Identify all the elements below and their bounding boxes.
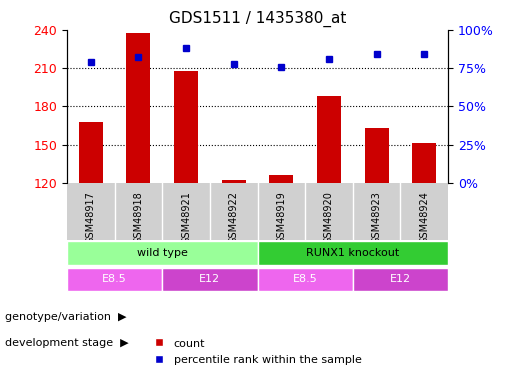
Text: E12: E12 [390,274,411,284]
Text: E8.5: E8.5 [102,274,127,284]
Text: GSM48921: GSM48921 [181,191,191,244]
Bar [174,71,198,183]
FancyBboxPatch shape [67,242,258,265]
Bar [269,175,293,183]
FancyBboxPatch shape [162,268,258,291]
Text: GSM48918: GSM48918 [133,191,143,244]
Bar [79,122,102,183]
Text: GSM48923: GSM48923 [372,191,382,244]
Bar [317,96,341,183]
Text: GSM48920: GSM48920 [324,191,334,244]
Bar [222,180,246,183]
FancyBboxPatch shape [353,268,448,291]
Bar [413,143,436,183]
Text: wild type: wild type [137,248,187,258]
Legend: count, percentile rank within the sample: count, percentile rank within the sample [149,333,366,369]
Text: E12: E12 [199,274,220,284]
Text: development stage  ▶: development stage ▶ [5,338,129,348]
Text: RUNX1 knockout: RUNX1 knockout [306,248,400,258]
FancyBboxPatch shape [258,268,353,291]
Bar [127,33,150,183]
Bar [365,128,388,183]
Text: GSM48924: GSM48924 [419,191,429,244]
FancyBboxPatch shape [258,242,448,265]
Title: GDS1511 / 1435380_at: GDS1511 / 1435380_at [169,11,346,27]
Text: E8.5: E8.5 [293,274,318,284]
Text: GSM48919: GSM48919 [277,191,286,244]
Text: GSM48922: GSM48922 [229,191,238,244]
Text: GSM48917: GSM48917 [86,191,96,244]
Text: genotype/variation  ▶: genotype/variation ▶ [5,312,127,322]
FancyBboxPatch shape [67,268,162,291]
